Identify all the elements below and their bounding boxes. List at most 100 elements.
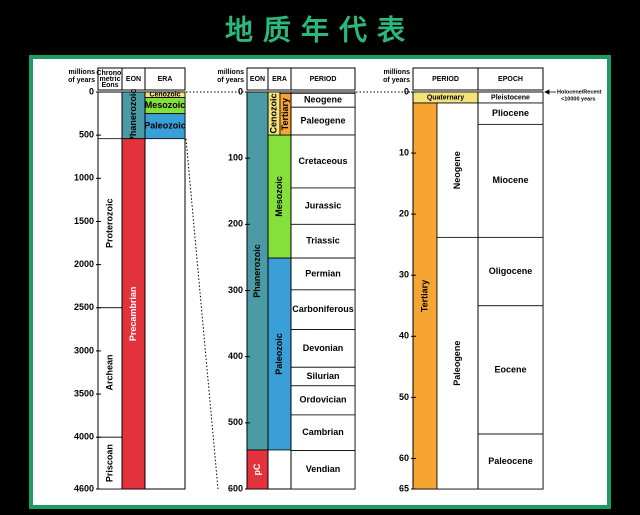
annotation: <10000 years [561, 96, 595, 102]
header-label: Chrono- [96, 70, 124, 77]
y-tick-label: 60 [399, 453, 409, 463]
annotation: Holocene/Recent [557, 89, 602, 95]
y-tick-label: 40 [399, 331, 409, 341]
unit-label: Oligocene [489, 266, 533, 276]
time-unit [290, 450, 356, 490]
y-tick-label: 0 [238, 86, 243, 96]
y-tick-label: 300 [228, 285, 243, 295]
unit-label: Miocene [492, 175, 528, 185]
header-cell [290, 67, 356, 91]
y-tick-label: 0 [404, 86, 409, 96]
header-label: ERA [272, 76, 287, 83]
y-tick-label: 2500 [74, 302, 94, 312]
time-unit [144, 113, 186, 140]
y-tick-label: 1000 [74, 173, 94, 183]
y-tick-label: 1500 [74, 216, 94, 226]
time-unit [97, 436, 123, 490]
y-tick-label: 600 [228, 483, 243, 493]
unit-label: Devonian [303, 343, 344, 353]
connector [185, 138, 219, 490]
y-tick-label: 4600 [74, 483, 94, 493]
unit-label: Pliocene [492, 108, 529, 118]
unit-label: Eocene [494, 364, 526, 374]
header-label: PERIOD [310, 76, 337, 83]
header-label: EON [126, 76, 141, 83]
unit-label: Paleogene [300, 115, 345, 125]
unit-label: Cenozoic [149, 92, 180, 99]
unit-label: Jurassic [305, 201, 342, 211]
axis-label: of years [68, 77, 95, 84]
title: 地质年代表 [225, 13, 415, 45]
header-cell [477, 67, 544, 91]
y-tick-label: 500 [79, 130, 94, 140]
header-label: PERIOD [432, 76, 459, 83]
y-tick-label: 200 [228, 219, 243, 229]
y-tick-label: 10 [399, 147, 409, 157]
y-tick-label: 4000 [74, 432, 94, 442]
header-label: Eons [101, 82, 118, 89]
axis-label: millions [69, 69, 96, 76]
header-label: EON [250, 76, 265, 83]
y-tick-label: 500 [228, 417, 243, 427]
unit-label: Proterozoic [104, 198, 114, 248]
unit-label: Cenozoic [268, 93, 278, 133]
y-tick-label: 100 [228, 153, 243, 163]
unit-label: Priscoan [104, 444, 114, 482]
y-tick-label: 3000 [74, 345, 94, 355]
y-tick-label: 20 [399, 209, 409, 219]
unit-label: Paleozoic [274, 333, 284, 375]
unit-label: Neogene [304, 95, 342, 105]
unit-label: Silurian [306, 371, 339, 381]
unit-label: Triassic [306, 236, 340, 246]
unit-label: Mesozoic [145, 100, 186, 110]
time-unit [290, 414, 356, 452]
unit-label: Carboniferous [292, 304, 354, 314]
y-tick-label: 3500 [74, 388, 94, 398]
time-unit [290, 106, 356, 136]
unit-label: Tertiary [419, 280, 429, 312]
time-unit [436, 102, 479, 238]
y-tick-label: 30 [399, 270, 409, 280]
unit-label: Precambrian [128, 287, 138, 342]
unit-label: Vendian [306, 464, 341, 474]
y-tick-label: 2000 [74, 259, 94, 269]
axis-label: millions [384, 69, 411, 76]
header-cell [144, 67, 186, 91]
unit-label: Phanerozoic [252, 244, 262, 298]
header-label: EPOCH [498, 76, 523, 83]
unit-label: Quaternary [427, 94, 464, 101]
header-label: metric [99, 76, 120, 83]
unit-label: Paleogene [452, 341, 462, 386]
unit-label: Permian [305, 268, 341, 278]
unit-label: Ordovician [299, 395, 346, 405]
time-unit [477, 123, 544, 238]
y-tick-label: 400 [228, 351, 243, 361]
header-label: ERA [158, 76, 173, 83]
unit-label: Pleistocene [491, 94, 530, 101]
time-unit [290, 385, 356, 416]
axis-label: of years [383, 77, 410, 84]
unit-label: Phanerozoic [128, 89, 138, 143]
time-unit [290, 187, 356, 225]
connectors [185, 91, 410, 490]
unit-label: Mesozoic [274, 176, 284, 217]
time-unit [97, 307, 123, 438]
unit-label: pC [252, 463, 262, 475]
annotation-arrow [544, 89, 556, 95]
unit-label: Neogene [452, 151, 462, 189]
y-tick-label: 50 [399, 392, 409, 402]
unit-label: Archean [104, 354, 114, 390]
y-tick-label: 65 [399, 483, 409, 493]
axis-label: of years [217, 77, 244, 84]
unit-label: Tertiary [280, 98, 290, 130]
unit-label: Cambrian [302, 427, 344, 437]
unit-label: Cretaceous [298, 156, 347, 166]
axis-label: millions [218, 69, 245, 76]
time-unit [290, 329, 356, 368]
unit-label: Paleozoic [144, 121, 186, 131]
time-unit [477, 305, 544, 435]
unit-label: Paleocene [488, 456, 533, 466]
y-tick-label: 0 [89, 86, 94, 96]
